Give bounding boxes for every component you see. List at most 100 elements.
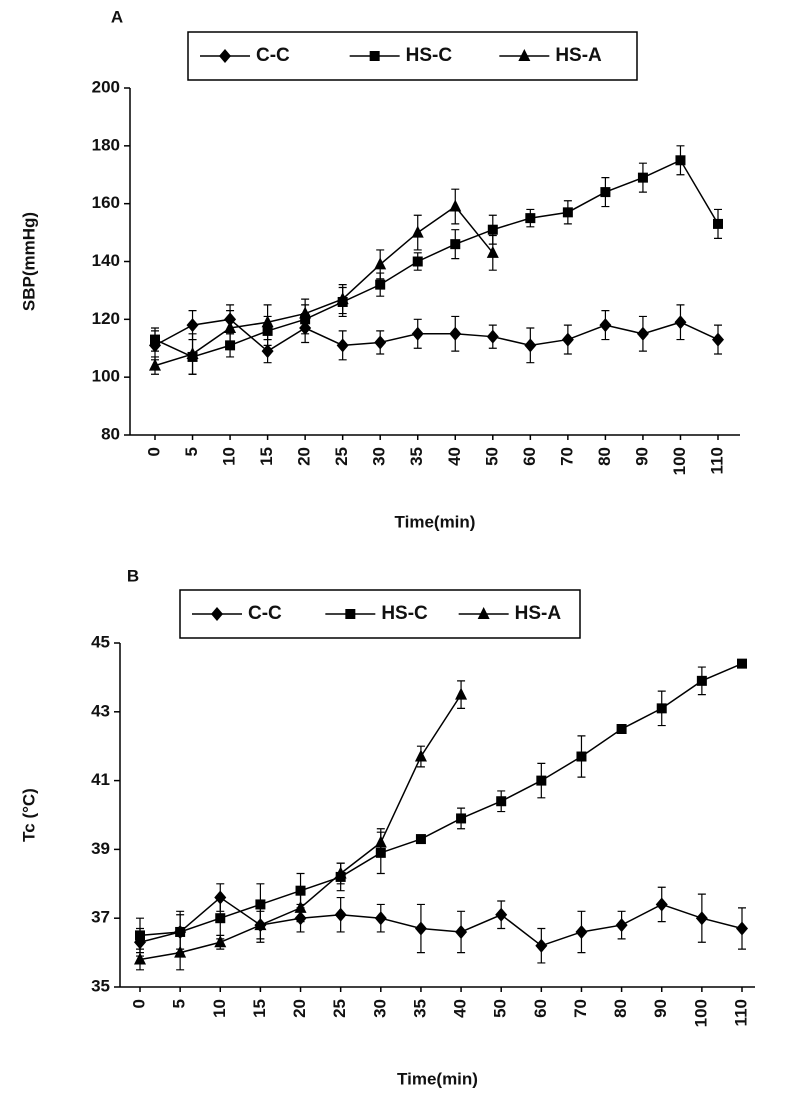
data-point [455,924,468,939]
data-point [450,239,461,250]
data-point [375,279,386,290]
data-point [334,866,347,879]
data-point [456,813,467,824]
data-point [414,749,427,762]
legend-marker [369,51,380,61]
data-point [536,775,547,786]
data-point [616,724,627,734]
data-point [149,358,161,371]
x-tick-label: 10 [210,999,229,1018]
x-tick-label: 0 [144,447,163,456]
data-point [737,658,747,669]
data-point [412,256,423,267]
data-point [675,155,686,166]
data-point [636,326,649,341]
data-point [576,751,587,762]
legend-box [187,31,638,81]
legend-label: C-C [256,45,290,66]
y-tick-label: 39 [91,839,110,858]
legend-marker [211,607,223,621]
panel-label: A [111,7,123,26]
data-point [449,326,462,341]
data-point [525,213,536,224]
series-line [154,205,494,367]
x-tick-label: 20 [290,999,309,1018]
x-tick-label: 80 [611,999,630,1018]
data-point [415,834,426,845]
data-point [174,945,187,958]
x-tick-label: 100 [670,447,689,475]
y-tick-label: 37 [91,908,110,927]
y-axis-label: SBP(mmHg) [19,212,38,311]
x-tick-label: 35 [410,999,429,1018]
y-tick-label: 140 [92,251,120,270]
data-point [535,938,548,953]
y-tick-label: 160 [92,193,120,212]
y-tick-label: 100 [92,367,120,386]
data-point [712,332,724,347]
legend-label: HS-C [381,603,428,624]
x-tick-label: 30 [370,447,389,466]
x-tick-label: 90 [632,447,651,466]
y-axis-label: Tc (°C) [19,788,38,842]
legend-marker [345,609,356,619]
x-tick-label: 25 [332,447,351,466]
x-tick-label: 5 [170,999,189,1008]
x-tick-label: 30 [370,999,389,1018]
legend-marker [477,607,490,619]
x-tick-label: 40 [445,447,464,466]
x-tick-label: 110 [731,999,750,1026]
data-point [175,926,186,937]
x-tick-label: 70 [571,999,590,1018]
data-point [134,952,146,965]
data-point [411,326,424,341]
y-tick-label: 41 [91,770,110,789]
y-tick-label: 180 [92,135,120,154]
data-point [455,687,468,700]
x-tick-label: 50 [482,447,501,466]
y-tick-label: 80 [101,424,120,443]
x-axis-label: Time(min) [395,512,476,531]
data-point [336,292,349,305]
data-point [186,318,199,333]
data-point [299,306,312,319]
y-tick-label: 43 [91,701,110,720]
y-tick-label: 35 [91,976,110,995]
data-point [713,218,723,229]
data-point [487,224,498,235]
x-tick-label: 60 [531,999,550,1018]
data-point [486,245,499,258]
x-tick-label: 60 [520,447,539,466]
data-point [255,899,266,910]
data-point [295,885,306,896]
data-point [736,921,748,936]
legend-label: HS-A [515,603,562,624]
y-tick-label: 200 [92,77,120,96]
x-tick-label: 25 [330,999,349,1018]
data-point [261,344,274,359]
legend-marker [518,49,531,61]
series-line [154,318,719,353]
data-point [215,913,226,924]
data-point [637,172,648,183]
legend-box [179,589,581,639]
data-point [214,935,227,948]
data-point [600,187,611,198]
data-point [374,911,387,926]
series-line [139,662,743,937]
data-point [186,347,199,360]
y-tick-label: 45 [91,632,110,651]
x-tick-label: 80 [595,447,614,466]
data-point [254,918,267,931]
data-point [524,338,537,353]
data-point [486,329,499,344]
x-tick-label: 70 [557,447,576,466]
data-point [334,907,347,922]
data-point [656,703,667,714]
legend-label: HS-C [406,45,453,66]
data-point [561,332,574,347]
data-point [374,835,387,848]
data-point [615,918,628,933]
legend-label: HS-A [555,45,602,66]
